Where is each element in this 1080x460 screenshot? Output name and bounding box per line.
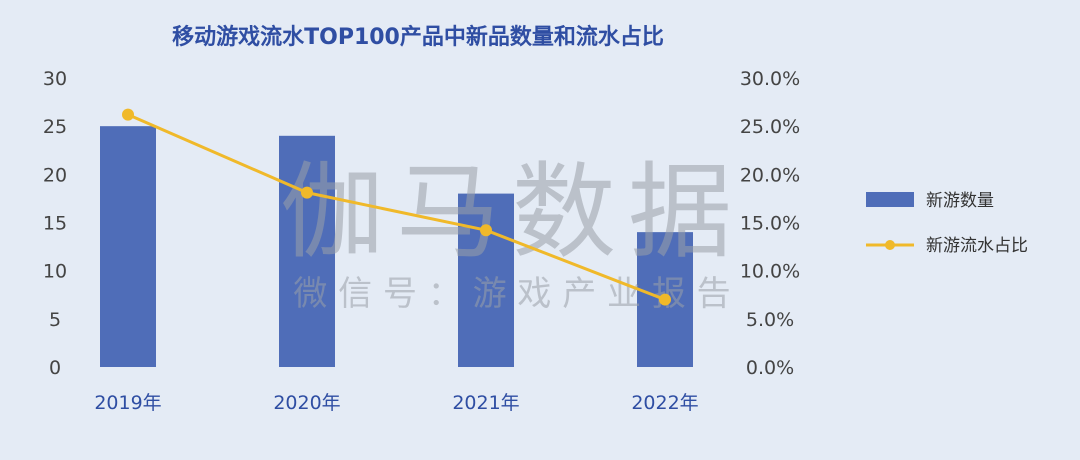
x-axis: 2019年 2020年 2021年 2022年 <box>94 392 698 414</box>
left-tick-label: 10 <box>43 261 67 283</box>
left-tick-label: 15 <box>43 213 67 235</box>
right-tick-label: 0.0% <box>746 357 794 379</box>
line-path <box>127 113 666 301</box>
watermark: 伽马数据 微 信 号 ： 游 戏 产 业 报 告 <box>280 151 744 314</box>
right-tick-label: 25.0% <box>740 116 800 138</box>
bar <box>100 126 156 368</box>
left-axis: 0 5 10 15 20 25 30 <box>43 68 67 379</box>
legend-swatch-bar <box>866 192 914 207</box>
right-tick-label: 30.0% <box>740 68 800 90</box>
right-tick-label: 15.0% <box>740 213 800 235</box>
line-point <box>659 293 671 306</box>
right-axis: 0.0% 5.0% 10.0% 15.0% 20.0% 25.0% 30.0% <box>740 68 800 379</box>
chart-title: 移动游戏流水TOP100产品中新品数量和流水占比 <box>172 24 664 50</box>
left-tick-label: 5 <box>49 309 61 331</box>
line-point <box>122 108 134 121</box>
line-point <box>301 186 313 199</box>
legend-label-line: 新游流水占比 <box>926 236 1028 256</box>
bar <box>458 193 514 367</box>
line-point <box>480 224 492 237</box>
legend-label-bar: 新游数量 <box>926 191 994 211</box>
legend-swatch-marker <box>885 240 895 250</box>
x-tick-label: 2021年 <box>452 392 519 414</box>
watermark-sub: 微 信 号 ： 游 戏 产 业 报 告 <box>293 274 730 314</box>
line-series <box>122 108 671 306</box>
x-tick-label: 2020年 <box>273 392 340 414</box>
right-tick-label: 10.0% <box>740 261 800 283</box>
right-tick-label: 5.0% <box>746 309 794 331</box>
watermark-main: 伽马数据 <box>280 151 744 273</box>
left-tick-label: 30 <box>43 68 67 90</box>
left-tick-label: 0 <box>49 357 61 379</box>
x-tick-label: 2022年 <box>631 392 698 414</box>
bar <box>279 135 335 367</box>
x-tick-label: 2019年 <box>94 392 161 414</box>
legend: 新游数量 新游流水占比 <box>866 191 1028 256</box>
left-tick-label: 20 <box>43 164 67 186</box>
right-tick-label: 20.0% <box>740 164 800 186</box>
left-tick-label: 25 <box>43 116 67 138</box>
bar-series <box>100 126 693 368</box>
